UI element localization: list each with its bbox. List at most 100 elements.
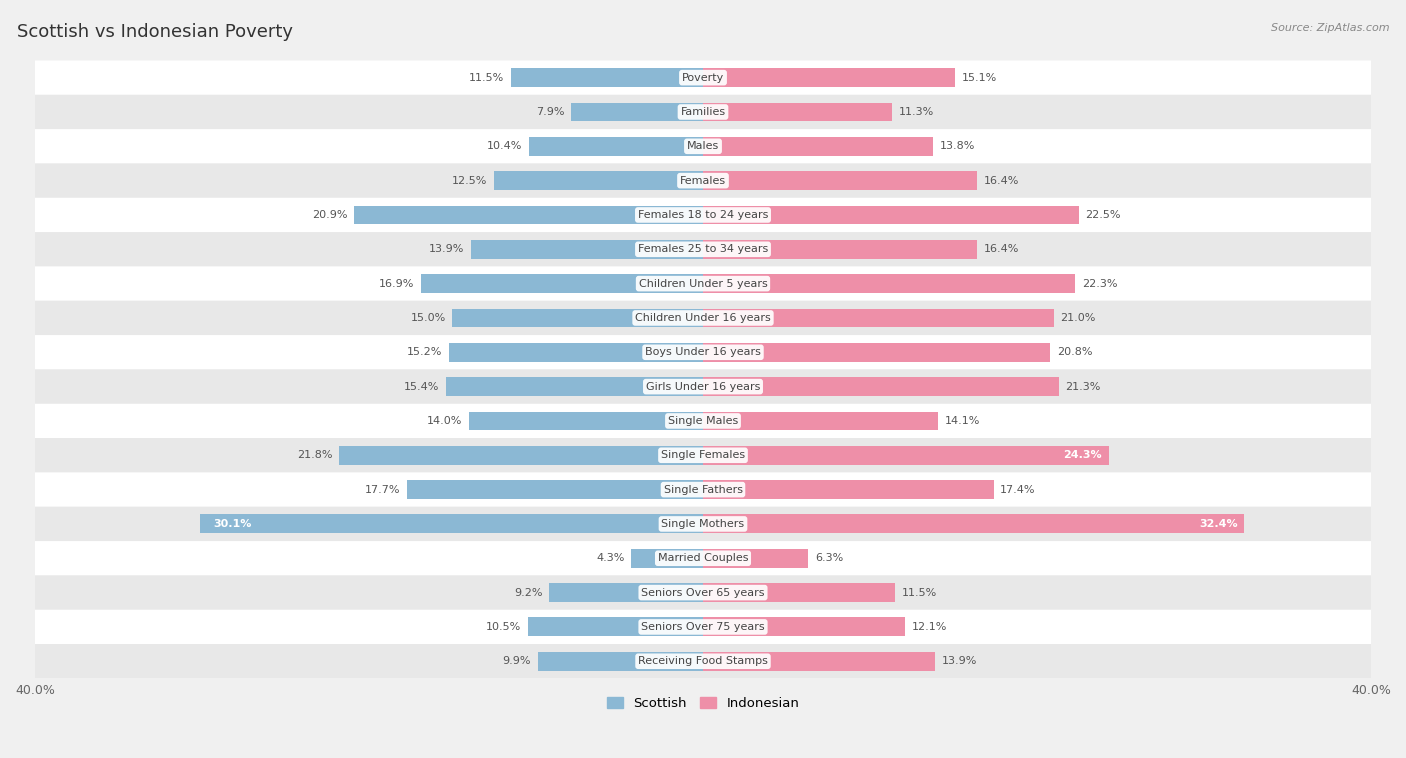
Text: 10.4%: 10.4% (488, 141, 523, 152)
Text: 21.8%: 21.8% (297, 450, 332, 460)
Bar (449, 343, 703, 362)
Bar (703, 480, 994, 499)
Text: 14.1%: 14.1% (945, 416, 980, 426)
FancyBboxPatch shape (35, 198, 1371, 232)
Text: 4.3%: 4.3% (596, 553, 624, 563)
Text: Males: Males (688, 141, 718, 152)
Bar (703, 274, 1076, 293)
Text: Seniors Over 65 years: Seniors Over 65 years (641, 587, 765, 597)
Text: Females: Females (681, 176, 725, 186)
Bar (354, 205, 703, 224)
Text: 16.9%: 16.9% (378, 279, 413, 289)
Bar (453, 309, 703, 327)
Bar (703, 171, 977, 190)
Text: 13.8%: 13.8% (941, 141, 976, 152)
Bar (703, 377, 1059, 396)
FancyBboxPatch shape (35, 404, 1371, 438)
FancyBboxPatch shape (35, 335, 1371, 369)
Bar (495, 171, 703, 190)
Text: 15.0%: 15.0% (411, 313, 446, 323)
Text: 11.3%: 11.3% (898, 107, 934, 117)
Bar (703, 515, 1244, 534)
Text: 11.5%: 11.5% (470, 73, 505, 83)
FancyBboxPatch shape (35, 644, 1371, 678)
Bar (537, 652, 703, 671)
Text: 15.2%: 15.2% (408, 347, 443, 357)
Bar (527, 618, 703, 637)
Text: 17.7%: 17.7% (366, 484, 401, 495)
Text: Children Under 16 years: Children Under 16 years (636, 313, 770, 323)
Bar (703, 412, 938, 431)
Text: 21.3%: 21.3% (1066, 381, 1101, 392)
Bar (408, 480, 703, 499)
Text: 12.5%: 12.5% (453, 176, 488, 186)
Bar (339, 446, 703, 465)
Text: 15.4%: 15.4% (404, 381, 439, 392)
Text: 13.9%: 13.9% (942, 656, 977, 666)
FancyBboxPatch shape (35, 267, 1371, 301)
Bar (200, 515, 703, 534)
FancyBboxPatch shape (35, 232, 1371, 267)
Bar (703, 343, 1050, 362)
Bar (571, 102, 703, 121)
Bar (420, 274, 703, 293)
Text: Single Females: Single Females (661, 450, 745, 460)
FancyBboxPatch shape (35, 369, 1371, 404)
FancyBboxPatch shape (35, 438, 1371, 472)
Bar (703, 68, 955, 87)
Text: Source: ZipAtlas.com: Source: ZipAtlas.com (1271, 23, 1389, 33)
Text: Children Under 5 years: Children Under 5 years (638, 279, 768, 289)
Bar (703, 137, 934, 155)
Bar (470, 412, 703, 431)
FancyBboxPatch shape (35, 164, 1371, 198)
Bar (471, 240, 703, 258)
Bar (510, 68, 703, 87)
Bar (631, 549, 703, 568)
Text: Families: Families (681, 107, 725, 117)
Text: Females 18 to 24 years: Females 18 to 24 years (638, 210, 768, 220)
Bar (703, 583, 896, 602)
Text: 6.3%: 6.3% (815, 553, 844, 563)
Text: 13.9%: 13.9% (429, 244, 464, 254)
Text: 32.4%: 32.4% (1199, 519, 1237, 529)
Text: 24.3%: 24.3% (1063, 450, 1102, 460)
FancyBboxPatch shape (35, 575, 1371, 609)
Text: 11.5%: 11.5% (901, 587, 936, 597)
Text: Females 25 to 34 years: Females 25 to 34 years (638, 244, 768, 254)
Text: 22.5%: 22.5% (1085, 210, 1121, 220)
Text: Girls Under 16 years: Girls Under 16 years (645, 381, 761, 392)
Text: Receiving Food Stamps: Receiving Food Stamps (638, 656, 768, 666)
Bar (550, 583, 703, 602)
Text: 9.9%: 9.9% (502, 656, 531, 666)
Text: Single Mothers: Single Mothers (661, 519, 745, 529)
Bar (529, 137, 703, 155)
Text: 30.1%: 30.1% (214, 519, 252, 529)
Text: 14.0%: 14.0% (427, 416, 463, 426)
Text: Single Males: Single Males (668, 416, 738, 426)
FancyBboxPatch shape (35, 129, 1371, 164)
Text: 16.4%: 16.4% (984, 176, 1019, 186)
FancyBboxPatch shape (35, 541, 1371, 575)
FancyBboxPatch shape (35, 507, 1371, 541)
FancyBboxPatch shape (35, 95, 1371, 129)
Text: Married Couples: Married Couples (658, 553, 748, 563)
Bar (703, 205, 1078, 224)
FancyBboxPatch shape (35, 61, 1371, 95)
Text: 22.3%: 22.3% (1083, 279, 1118, 289)
Text: 12.1%: 12.1% (911, 622, 948, 632)
Bar (446, 377, 703, 396)
Text: 10.5%: 10.5% (485, 622, 522, 632)
Text: 16.4%: 16.4% (984, 244, 1019, 254)
Text: 21.0%: 21.0% (1060, 313, 1095, 323)
FancyBboxPatch shape (35, 301, 1371, 335)
FancyBboxPatch shape (35, 472, 1371, 507)
FancyBboxPatch shape (35, 609, 1371, 644)
Bar (703, 618, 905, 637)
Legend: Scottish, Indonesian: Scottish, Indonesian (602, 691, 804, 715)
Text: 7.9%: 7.9% (536, 107, 564, 117)
Bar (703, 102, 891, 121)
Text: 15.1%: 15.1% (962, 73, 997, 83)
Text: Scottish vs Indonesian Poverty: Scottish vs Indonesian Poverty (17, 23, 292, 41)
Text: 9.2%: 9.2% (515, 587, 543, 597)
Text: Seniors Over 75 years: Seniors Over 75 years (641, 622, 765, 632)
